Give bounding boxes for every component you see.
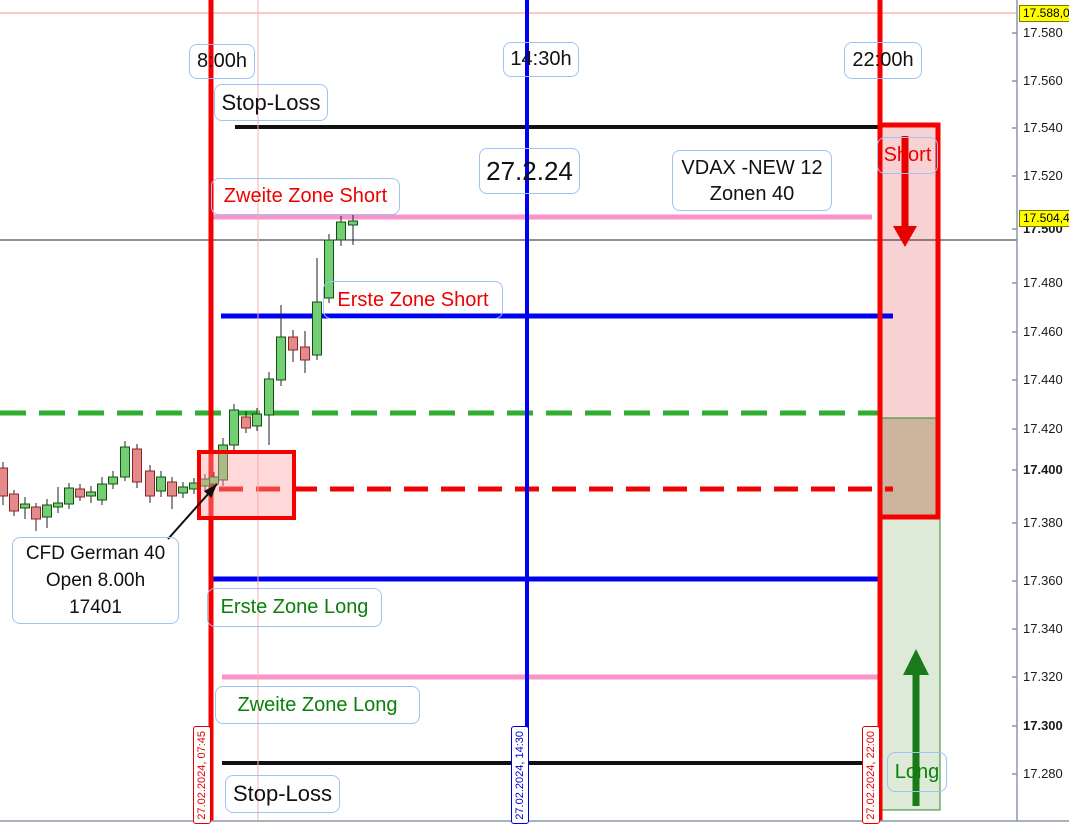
price-axis-label: 17.300 [1023,718,1063,733]
price-axis-label: 17.380 [1023,515,1063,530]
price-axis-label: 17.580 [1023,25,1063,40]
price-axis[interactable]: 17.580 17.560 17.540 17.520 17.500 17.480 17.4… [1017,0,1069,821]
cfd-open-info-label[interactable]: CFD German 40 Open 8.00h 17401 [12,537,179,624]
candle-body [252,413,262,427]
price-badge: 17.504,4 [1019,210,1069,227]
price-axis-label: 17.560 [1023,73,1063,88]
time-label-2200[interactable]: 22:00h [844,42,922,79]
candle-body [229,409,239,446]
candle-body [241,416,251,429]
price-axis-label: 17.480 [1023,275,1063,290]
long-entry-arrow-head [903,649,929,675]
vdax-line1: VDAX -NEW 12 [681,156,823,179]
candle-body [53,502,63,508]
open-pointer-arrow-head [203,484,217,498]
stop-loss-bottom-label[interactable]: Stop-Loss [225,775,340,813]
open-zone-highlight-box [197,450,296,520]
price-axis-label: 17.280 [1023,766,1063,781]
candle-body [120,446,130,478]
zone-overlap-fill [880,418,938,517]
candle-body [75,488,85,498]
cfd-line3: 17401 [69,597,122,618]
candle-body [97,483,107,501]
price-axis-label: 17.400 [1023,462,1063,477]
candle-body [288,336,298,351]
vdax-line2: Zonen 40 [709,182,795,205]
candle-body [178,486,188,494]
candle-body [145,470,155,497]
candle-body [0,467,8,497]
time-label-0800[interactable]: 8:00h [189,44,255,79]
candle-body [167,481,177,497]
candle-body [20,503,30,509]
short-zone-label[interactable]: Short [877,137,938,174]
erste-zone-short-label[interactable]: Erste Zone Short [323,281,503,319]
zweite-zone-long-label[interactable]: Zweite Zone Long [215,686,420,724]
candle-body [108,476,118,485]
cfd-line2: Open 8.00h [45,570,146,591]
candle-body [132,448,142,483]
price-axis-label: 17.360 [1023,573,1063,588]
long-zone-label[interactable]: Long [887,752,947,792]
price-axis-label: 17.420 [1023,421,1063,436]
candle-body [64,487,74,505]
session-mid-text: 27.02.2024, 14:30 [514,730,526,820]
candle-body [348,220,358,226]
price-axis-label: 17.320 [1023,669,1063,684]
date-label[interactable]: 27.2.24 [479,148,580,194]
session-start-timestamp: 27.02.2024, 07:45 [193,726,211,824]
candle-body [336,221,346,241]
candle-body [9,493,19,512]
time-label-1430[interactable]: 14:30h [503,42,579,77]
short-zone-border [877,122,941,520]
candle-body [86,491,96,497]
candle-body [300,346,310,361]
candle-body [312,301,322,356]
session-end-text: 27.02.2024, 22:00 [865,730,877,820]
session-mid-timestamp: 27.02.2024, 14:30 [511,726,529,824]
price-axis-label: 17.540 [1023,120,1063,135]
price-axis-label: 17.460 [1023,324,1063,339]
candle-body [276,336,286,381]
vdax-settings-label[interactable]: VDAX -NEW 12 Zonen 40 [672,150,832,211]
price-axis-label: 17.440 [1023,372,1063,387]
erste-zone-long-label[interactable]: Erste Zone Long [207,588,382,627]
zweite-zone-short-label[interactable]: Zweite Zone Short [211,178,400,215]
candle-body [42,504,52,518]
price-badge: 17.588,0 [1019,5,1069,22]
candle-body [31,506,41,520]
candle-body [324,239,334,299]
candle-body [218,444,228,481]
stop-loss-top-label[interactable]: Stop-Loss [214,84,328,121]
price-axis-label: 17.340 [1023,621,1063,636]
short-entry-arrow-head [893,226,917,247]
session-start-text: 27.02.2024, 07:45 [196,730,208,820]
price-axis-label: 17.520 [1023,168,1063,183]
candle-body [264,378,274,416]
cfd-line1: CFD German 40 [25,543,166,564]
candle-body [156,476,166,492]
session-end-timestamp: 27.02.2024, 22:00 [862,726,880,824]
